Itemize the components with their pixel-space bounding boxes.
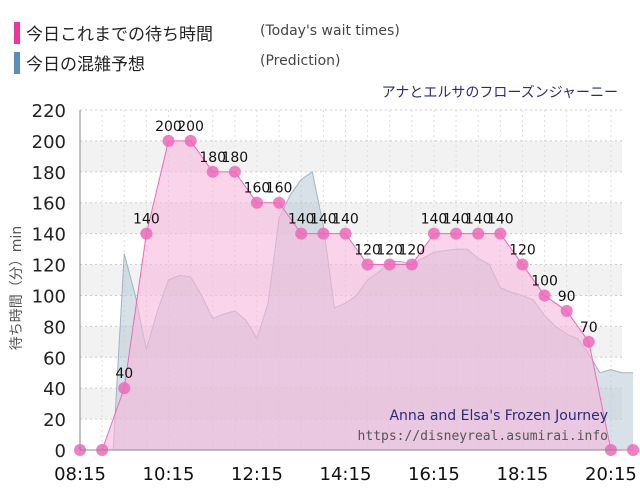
data-label: 70 [580,320,598,336]
data-label: 160 [244,181,271,197]
actual-point [317,227,330,240]
data-label: 180 [199,150,226,166]
y-tick-label: 140 [32,225,66,246]
data-label: 120 [509,243,536,259]
actual-point [582,335,595,348]
data-label: 140 [310,212,337,228]
actual-point [560,304,573,317]
actual-point [162,134,175,147]
y-axis-label: 待ち時間（分）min [9,226,25,350]
legend-item-predicted: 今日の混雑予想 [14,50,145,75]
y-tick-label: 200 [32,132,66,153]
legend-predicted-label: 今日の混雑予想 [26,55,145,75]
actual-point [516,258,529,271]
actual-point [427,227,440,240]
y-tick-label: 20 [43,410,66,431]
data-label: 180 [221,150,248,166]
data-label: 160 [266,181,293,197]
data-label: 120 [354,243,381,259]
x-tick-label: 14:15 [320,464,372,485]
actual-area [80,140,634,450]
data-label: 120 [398,243,425,259]
x-tick-label: 08:15 [54,464,106,485]
actual-point [472,227,485,240]
watermark-title: Anna and Elsa's Frozen Journey [389,408,608,424]
actual-point [627,444,640,456]
data-label: 200 [155,119,182,135]
actual-point [118,382,131,395]
chart-title: アナとエルサのフローズンジャーニー [382,85,618,101]
data-label: 140 [421,212,448,228]
actual-point [383,258,396,271]
actual-swatch [14,21,20,44]
actual-point [405,258,418,271]
y-tick-label: 60 [43,348,66,369]
data-label: 200 [177,119,204,135]
watermark-url: https://disneyreal.asumirai.info [358,429,608,444]
data-label: 100 [531,273,558,289]
data-label: 120 [376,243,403,259]
data-label: 140 [332,212,359,228]
y-tick-label: 120 [32,256,66,277]
legend-actual-sub: (Today's wait times) [260,23,400,39]
grid-band [80,140,622,172]
y-tick-label: 100 [32,286,66,307]
actual-point [361,258,374,271]
x-tick-label: 20:15 [585,464,637,485]
actual-point [273,196,286,209]
data-label: 140 [133,212,160,228]
data-label: 140 [443,212,470,228]
actual-point [339,227,352,240]
data-label: 140 [288,212,315,228]
actual-point [538,289,551,302]
legend-predicted-sub: (Prediction) [260,53,341,69]
actual-point [228,165,241,178]
data-label: 140 [487,212,514,228]
data-label: 140 [465,212,492,228]
actual-point [494,227,507,240]
actual-point [450,227,463,240]
y-tick-label: 80 [43,317,66,338]
legend-actual-label: 今日これまでの待ち時間 [26,25,213,45]
y-tick-label: 40 [43,379,66,400]
actual-point [250,196,263,209]
x-tick-label: 18:15 [497,464,549,485]
x-tick-label: 12:15 [231,464,283,485]
y-tick-label: 220 [32,101,66,122]
legend-item-actual: 今日これまでの待ち時間 [14,20,213,45]
y-tick-label: 0 [55,441,66,462]
x-tick-label: 10:15 [143,464,195,485]
y-tick-label: 160 [32,194,66,215]
y-tick-label: 180 [32,163,66,184]
actual-point [184,134,197,147]
actual-point [140,227,153,240]
predicted-swatch [14,51,20,74]
actual-point [206,165,219,178]
data-label: 90 [558,289,576,305]
x-tick-label: 16:15 [408,464,460,485]
data-label: 40 [115,366,133,382]
actual-point [295,227,308,240]
